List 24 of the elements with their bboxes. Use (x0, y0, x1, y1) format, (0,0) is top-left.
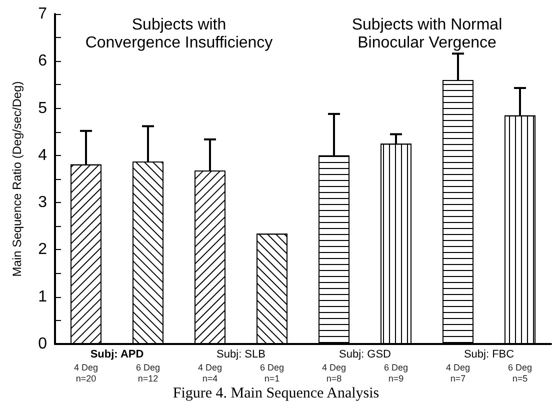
y-tick-label: 4 (38, 146, 48, 164)
y-tick-label: 7 (38, 6, 48, 22)
annotation: Subjects with Normal Binocular Vergence (352, 16, 502, 52)
x-tick-label: 6 Deg n=1 (260, 362, 284, 384)
text: Subj: FBC (464, 348, 514, 360)
y-axis-title: Main Sequence Ratio (Deg/sec/Deg) (10, 81, 24, 277)
x-tick-label: 6 Deg n=9 (384, 362, 408, 384)
y-tick-label: 0 (38, 336, 48, 352)
x-tick-label: 4 Deg n=20 (74, 362, 98, 384)
x-tick-label: 4 Deg n=7 (446, 362, 470, 384)
text: Subj: SLB (216, 348, 266, 360)
x-tick-label: 6 Deg n=5 (508, 362, 532, 384)
x-tick-label: 4 Deg n=8 (322, 362, 346, 384)
y-tick-label: 5 (38, 100, 48, 117)
caption: Figure 4. Main Sequence Analysis (172, 386, 380, 402)
y-tick-label: 2 (38, 241, 48, 258)
x-tick-label: 4 Deg n=4 (198, 362, 222, 384)
text: Subj: GSD (339, 348, 392, 360)
y-tick-label: 1 (38, 288, 48, 306)
y-tick-label: 3 (38, 194, 48, 212)
x-tick-label: 6 Deg n=12 (136, 362, 160, 384)
text: Subj: APD (90, 348, 144, 360)
annotation: Subjects with Convergence Insufficiency (85, 16, 273, 52)
y-tick-label: 6 (38, 52, 48, 70)
